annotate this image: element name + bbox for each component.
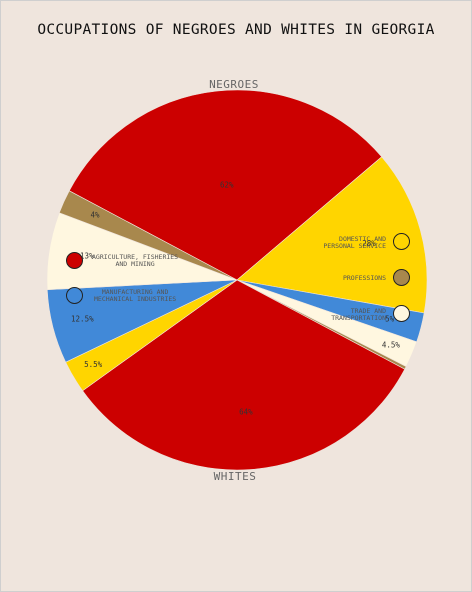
slice-whites-professions — [58, 190, 238, 281]
slice-label-whites-manufacturing-and-mechanical-industries: 12.5% — [71, 314, 94, 323]
slice-label-whites-agriculture-fisheries-and-mining: 64% — [239, 408, 253, 417]
group-label-whites: WHITES — [213, 470, 257, 483]
legend-swatch-domestic-and-personal-service — [393, 233, 410, 250]
slice-label-negroes-agriculture-fisheries-and-mining: 62% — [220, 181, 234, 190]
slice-label-whites-domestic-and-personal-service: 5.5% — [84, 360, 103, 369]
legend-label-manufacturing-and-mechanical-industries: MANUFACTURING AND MECHANICAL INDUSTRIES — [94, 288, 177, 303]
legend-label-agriculture-fisheries-and-mining: AGRICULTURE, FISHERIES AND MINING — [92, 253, 179, 268]
slice-label-negroes-trade-and-transportation: 4.5% — [382, 340, 401, 349]
legend-label-domestic-and-personal-service: DOMESTIC AND PERSONAL SERVICE — [323, 235, 386, 250]
chart-title: OCCUPATIONS OF NEGROES AND WHITES IN GEO… — [37, 22, 435, 38]
legend-swatch-manufacturing-and-mechanical-industries — [66, 287, 83, 304]
legend-label-professions: PROFESSIONS — [342, 274, 386, 282]
legend-swatch-agriculture-fisheries-and-mining — [66, 252, 83, 269]
slice-whites-agriculture-fisheries-and-mining — [82, 279, 406, 471]
slice-label-whites-trade-and-transportation: 13% — [80, 251, 94, 260]
slice-label-whites-professions: 4% — [91, 211, 101, 220]
legend-label-trade-and-transportation: TRADE AND TRANSPORTATION — [331, 307, 386, 322]
legend-swatch-professions — [393, 269, 410, 286]
slice-label-negroes-domestic-and-personal-service: 28% — [362, 239, 376, 248]
group-label-negroes: NEGROES — [209, 78, 259, 91]
slice-negroes-domestic-and-personal-service — [236, 156, 428, 314]
slice-negroes-agriculture-fisheries-and-mining — [68, 89, 383, 281]
legend-swatch-trade-and-transportation — [393, 305, 410, 322]
slice-label-negroes-manufacturing-and-mechanical-industries: 5% — [385, 314, 395, 323]
